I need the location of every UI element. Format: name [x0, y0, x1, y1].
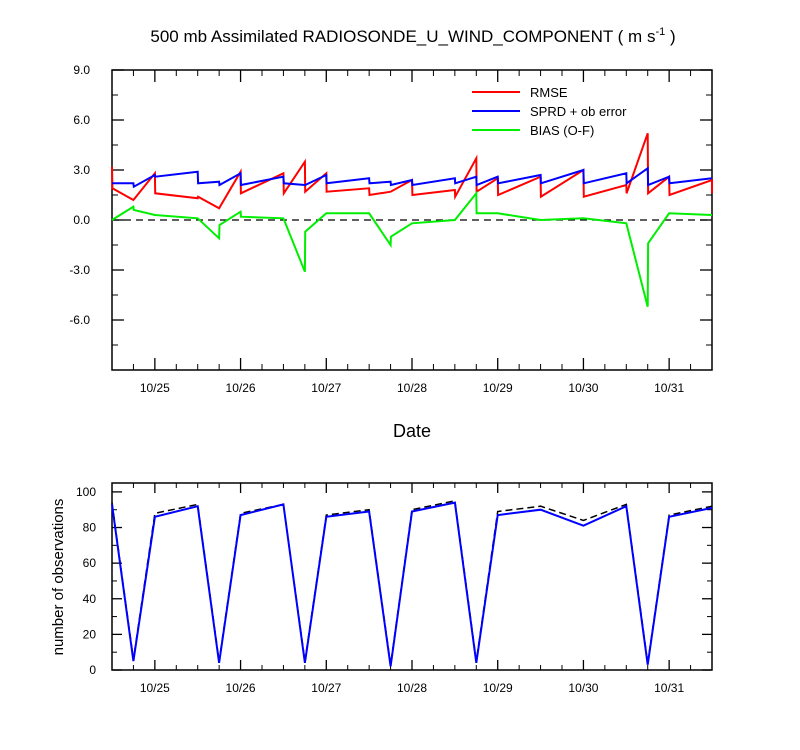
top-xtick-label: 10/27	[311, 381, 341, 395]
bottom-series-total-observations	[111, 499, 713, 665]
bottom-ytick-label: 100	[76, 485, 96, 499]
legend-label-2: BIAS (O-F)	[530, 123, 594, 138]
top-series-rmse	[111, 132, 713, 210]
bottom-xtick-label: 10/31	[654, 681, 684, 695]
bottom-ytick-label: 80	[83, 521, 97, 535]
bottom-xtick-label: 10/29	[483, 681, 513, 695]
chart-title-end: )	[665, 27, 675, 46]
bottom-xtick-label: 10/27	[311, 681, 341, 695]
bottom-tick-labels: 0 20 40 60 80 100 10/25 10/26 10/27 10/28 10/29 10/…	[76, 485, 685, 695]
top-xtick-label: 10/30	[568, 381, 598, 395]
top-xtick-label: 10/29	[483, 381, 513, 395]
top-axis-ticks	[112, 69, 712, 370]
top-ytick-label: -3.0	[69, 263, 90, 277]
top-ytick-label: 0.0	[73, 213, 90, 227]
bottom-xtick-label: 10/26	[226, 681, 256, 695]
bottom-ytick-label: 0	[89, 663, 96, 677]
top-ytick-label: 9.0	[73, 63, 90, 77]
legend-label-0: RMSE	[530, 85, 568, 100]
chart-title: 500 mb Assimilated RADIOSONDE_U_WIND_COM…	[150, 26, 675, 46]
top-ytick-label: -6.0	[69, 313, 90, 327]
bottom-axis-ticks	[112, 483, 712, 671]
top-series-bias-o-f	[111, 190, 713, 307]
bottom-ytick-label: 60	[83, 556, 97, 570]
chart-title-main: 500 mb Assimilated RADIOSONDE_U_WIND_COM…	[150, 27, 655, 46]
bottom-y-axis-label: number of observations	[50, 499, 67, 656]
top-xtick-label: 10/28	[397, 381, 427, 395]
top-tick-labels: 9.0 6.0 3.0 0.0 -3.0 -6.0 10/25 10/26 10/27 10/28…	[69, 63, 684, 395]
top-series-group	[111, 132, 713, 307]
chart-title-superscript: -1	[655, 26, 665, 38]
x-axis-label: Date	[393, 421, 431, 441]
bottom-ytick-label: 40	[83, 592, 97, 606]
bottom-xtick-label: 10/30	[568, 681, 598, 695]
legend-label-1: SPRD + ob error	[530, 104, 627, 119]
bottom-ytick-label: 20	[83, 627, 97, 641]
bottom-xtick-label: 10/25	[140, 681, 170, 695]
bottom-xtick-label: 10/28	[397, 681, 427, 695]
top-ytick-label: 3.0	[73, 163, 90, 177]
top-xtick-label: 10/25	[140, 381, 170, 395]
top-xtick-label: 10/31	[654, 381, 684, 395]
bottom-series-group	[111, 499, 713, 667]
legend: RMSE SPRD + ob error BIAS (O-F)	[472, 85, 627, 138]
bottom-series-assimilated-observations	[111, 501, 713, 667]
top-ytick-label: 6.0	[73, 113, 90, 127]
top-xtick-label: 10/26	[226, 381, 256, 395]
top-series-sprd-ob-error	[112, 166, 713, 189]
